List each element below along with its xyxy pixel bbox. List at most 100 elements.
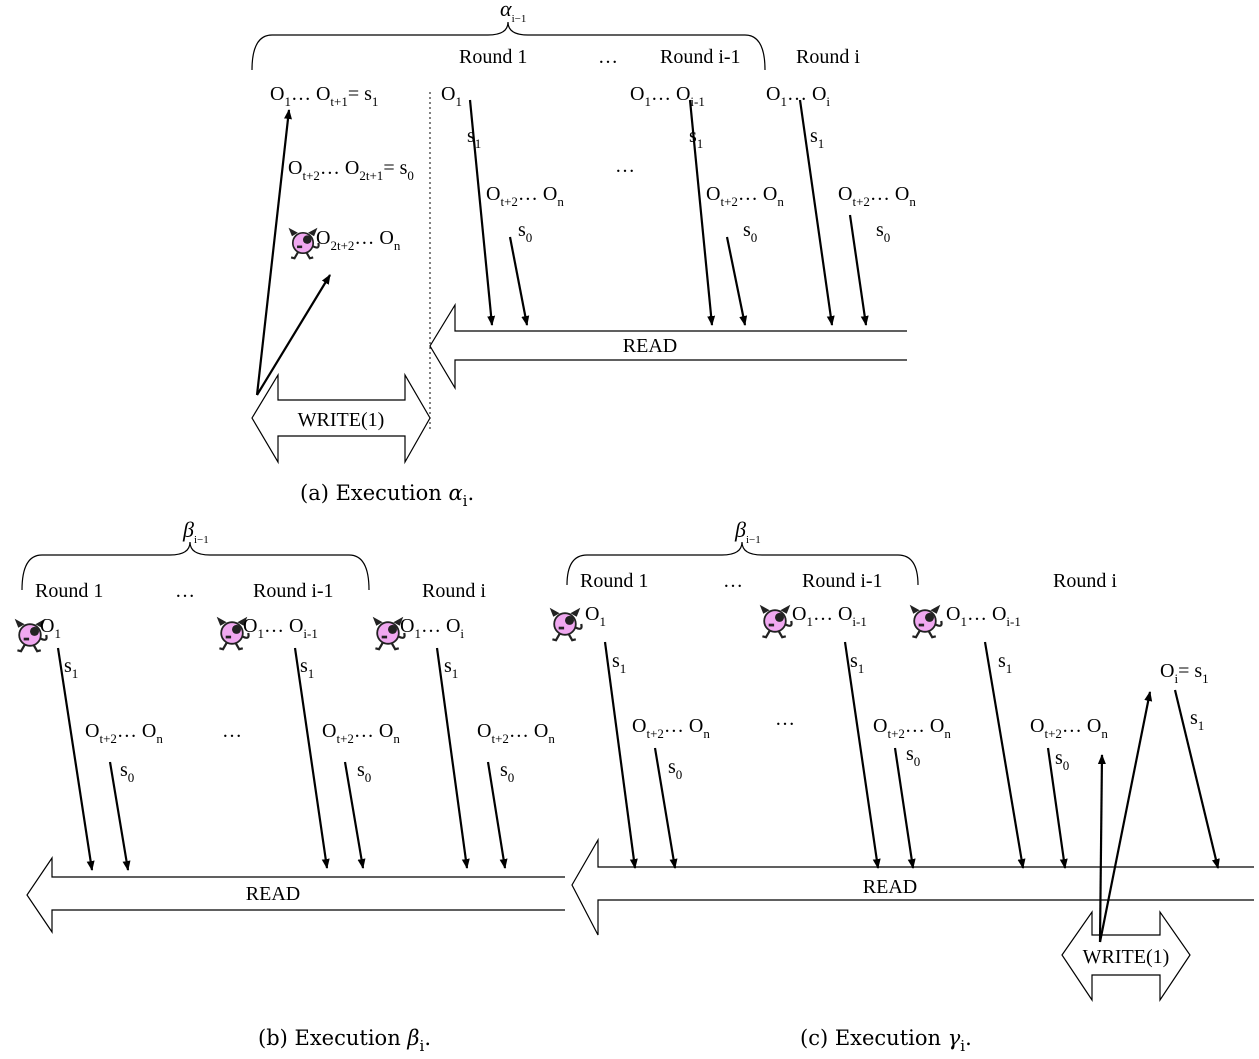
text-part: n (393, 731, 400, 746)
text-part: 0 (365, 770, 372, 785)
node-label: Ot+2… O2t+1= s0 (288, 157, 414, 183)
text-part: 1 (1198, 718, 1205, 733)
text-part: = s (1178, 660, 1202, 682)
text-part: t+2 (336, 731, 353, 746)
read-label: READ (623, 335, 677, 357)
brace-label: αi−1 (500, 0, 526, 25)
node-label: Round 1 (35, 580, 103, 602)
text-part: i-1 (690, 94, 704, 109)
text-part: … O (651, 83, 690, 105)
text-part: . (965, 1026, 972, 1050)
text-part: 1 (54, 626, 61, 641)
text-part: … O (354, 227, 393, 249)
text-part: s (64, 655, 72, 677)
text-part: n (777, 194, 784, 209)
text-part: O (630, 83, 644, 105)
text-part: i−1 (746, 534, 761, 546)
node-label: O1 (441, 83, 462, 109)
text-part: . (424, 1026, 431, 1050)
text-part: O (316, 227, 330, 249)
text-part: t+2 (500, 194, 517, 209)
text-part: O (85, 720, 99, 742)
text-part: … O (905, 715, 944, 737)
text-part: = s (348, 83, 372, 105)
text-part: … O (813, 603, 852, 625)
text-part: 0 (128, 770, 135, 785)
text-part: 1 (455, 94, 462, 109)
node-label: s1 (300, 655, 314, 681)
node-label: Ot+2… On (322, 720, 400, 746)
node-label: Round i-1 (253, 580, 334, 602)
node-label: s1 (810, 125, 824, 151)
text-part: O (766, 83, 780, 105)
text-part: = s (383, 157, 407, 179)
text-part: n (703, 726, 710, 741)
text-part: … (598, 46, 618, 68)
node-label: … (598, 46, 618, 68)
text-part: Round i (1053, 570, 1117, 592)
text-part: 1 (697, 136, 704, 151)
text-part: i-1 (852, 614, 866, 629)
text-part: Round i-1 (660, 46, 741, 68)
text-part: Round i-1 (802, 570, 883, 592)
node-label: s1 (467, 125, 481, 151)
text-part: … O (291, 83, 330, 105)
node-label: … (723, 570, 743, 592)
node-label: O1… Oi-1 (792, 603, 867, 629)
text-part: O (1030, 715, 1044, 737)
text-part: … O (117, 720, 156, 742)
write-label: WRITE(1) (298, 409, 385, 431)
node-label: s0 (518, 219, 532, 245)
node-label: Round i-1 (802, 570, 883, 592)
node-label: s1 (1190, 707, 1204, 733)
read-label: READ (246, 883, 300, 905)
text-part: n (909, 194, 916, 209)
text-part: s (689, 125, 697, 147)
text-part: O (946, 603, 960, 625)
text-part: 0 (914, 754, 921, 769)
brace-label: βi−1 (734, 517, 761, 546)
text-part: 1 (599, 614, 606, 629)
text-part: t+1 (330, 94, 347, 109)
text-part: 0 (526, 230, 533, 245)
text-part: … O (967, 603, 1006, 625)
panel-c-shapes (550, 542, 1254, 1000)
text-part: … (775, 708, 795, 730)
text-part: 1 (372, 94, 379, 109)
text-part: n (1101, 726, 1108, 741)
node-label: O1… Oi (766, 83, 830, 109)
write-label: WRITE(1) (1083, 946, 1170, 968)
text-part: Round i (422, 580, 486, 602)
text-part: O (400, 615, 414, 637)
text-part: O (477, 720, 491, 742)
text-part: O (288, 157, 302, 179)
text-part: … O (518, 183, 557, 205)
text-part: t+2 (99, 731, 116, 746)
text-part: 1 (818, 136, 825, 151)
text-part: n (394, 238, 401, 253)
node-label: … (175, 580, 195, 602)
text-part: Round 1 (580, 570, 648, 592)
text-part: s (444, 655, 452, 677)
text-part: … O (738, 183, 777, 205)
text-part: O (270, 83, 284, 105)
node-label: Oi= s1 (1160, 660, 1209, 686)
text-part: … O (787, 83, 826, 105)
node-label: s0 (876, 219, 890, 245)
text-part: s (876, 219, 884, 241)
node-label: Ot+2… On (85, 720, 163, 746)
caption: (c) Execution γi. (800, 1026, 972, 1055)
text-part: . (467, 481, 474, 505)
text-part: … O (870, 183, 909, 205)
read-label: READ (863, 876, 917, 898)
text-part: … O (320, 157, 359, 179)
node-label: s0 (906, 743, 920, 769)
text-part: 0 (751, 230, 758, 245)
node-label: O1… Oi (400, 615, 464, 641)
text-part: 1 (1202, 671, 1209, 686)
text-part: 0 (884, 230, 891, 245)
text-part: β (734, 517, 746, 542)
text-part: i−1 (512, 13, 527, 25)
brace-label: βi−1 (182, 517, 209, 546)
node-label: s1 (444, 655, 458, 681)
